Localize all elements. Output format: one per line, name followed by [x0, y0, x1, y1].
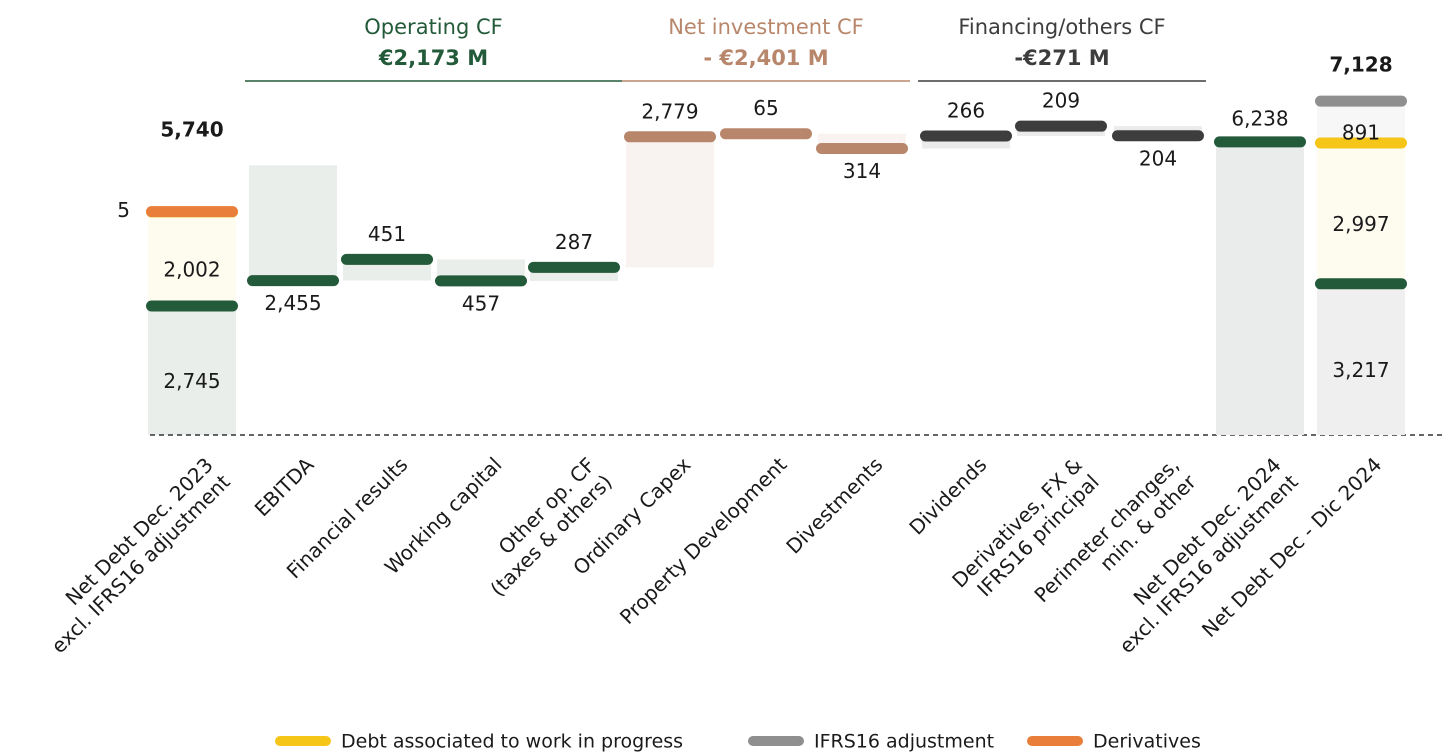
group-title: Financing/others CF: [958, 15, 1165, 39]
x-tick-label: Net Debt Dec. 2023excl. IFRS16 adjustmen…: [29, 452, 234, 657]
level-line: [1015, 120, 1107, 132]
value-label: 3,217: [1332, 358, 1389, 382]
legend-swatch: [1027, 736, 1083, 746]
group-title: Net investment CF: [668, 15, 864, 39]
value-label: 5: [117, 198, 130, 222]
total-label: 5,740: [160, 118, 223, 142]
legend-swatch: [275, 736, 331, 746]
value-label: 314: [843, 159, 881, 183]
value-label: 451: [368, 222, 406, 246]
value-label: 287: [555, 230, 593, 254]
value-label: 2,779: [641, 99, 698, 123]
total-label: 7,128: [1329, 53, 1392, 77]
value-label: 209: [1042, 89, 1080, 113]
segment: [1317, 142, 1405, 284]
level-line: [1112, 130, 1204, 142]
legend-swatch: [748, 736, 804, 746]
level-line: [247, 275, 339, 287]
value-label: 2,997: [1332, 212, 1389, 236]
value-label: 2,745: [163, 369, 220, 393]
level-line: [435, 275, 527, 287]
level-line: [1315, 137, 1407, 149]
x-tick-label: Divestments: [781, 452, 887, 558]
level-line: [920, 130, 1012, 142]
level-line: [528, 261, 620, 273]
level-line: [341, 253, 433, 265]
value-label: 891: [1342, 121, 1380, 145]
legend-label: Debt associated to work in progress: [341, 731, 683, 753]
value-label: 2,002: [163, 257, 220, 281]
group-total: - €2,401 M: [703, 46, 828, 70]
group-total: €2,173 M: [378, 46, 488, 70]
value-label: 2,455: [264, 291, 321, 315]
total-bar: [1216, 141, 1304, 435]
level-line: [720, 128, 812, 140]
x-tick-label: EBITDA: [250, 452, 319, 521]
x-tick-label: Property Development: [615, 452, 792, 629]
level-line: [1315, 95, 1407, 107]
segment: [148, 305, 236, 435]
value-label: 6,238: [1231, 106, 1288, 130]
segment: [1317, 101, 1405, 143]
value-label: 457: [462, 291, 500, 315]
x-tick-label: Dividends: [904, 452, 991, 539]
step-bar: [626, 136, 714, 268]
segment: [148, 211, 236, 306]
value-label: 266: [947, 99, 985, 123]
level-line: [146, 206, 238, 218]
level-line: [1214, 136, 1306, 148]
value-label: 204: [1139, 146, 1177, 170]
group-total: -€271 M: [1014, 46, 1109, 70]
step-bar: [249, 165, 337, 281]
level-line: [816, 143, 908, 155]
group-title: Operating CF: [364, 15, 502, 39]
segment: [1317, 283, 1405, 435]
level-line: [624, 131, 716, 143]
value-label: 65: [753, 96, 778, 120]
level-line: [1315, 278, 1407, 290]
legend-label: Derivatives: [1093, 731, 1201, 753]
level-line: [146, 300, 238, 312]
legend-label: IFRS16 adjustment: [814, 731, 994, 753]
